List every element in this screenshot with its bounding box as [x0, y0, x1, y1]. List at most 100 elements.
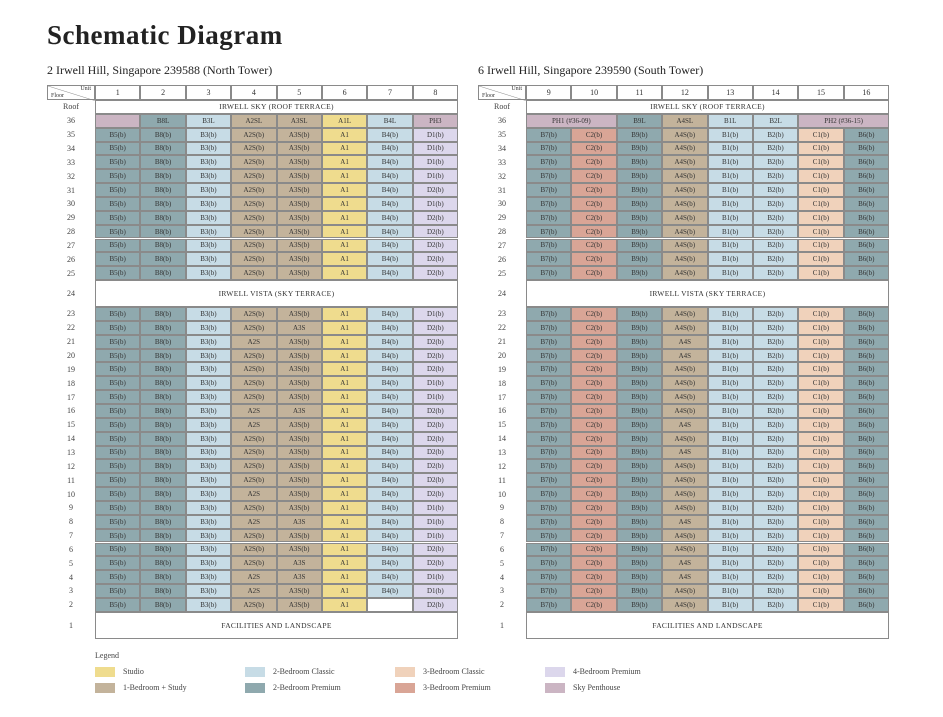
- unit-cell: B1(b): [707, 542, 753, 557]
- unit-cell: B9(b): [616, 183, 663, 197]
- floor-label: 30: [67, 199, 75, 209]
- unit-cell: B3(b): [185, 252, 232, 267]
- unit-cell: C1(b): [798, 155, 844, 170]
- unit-cell: B1(b): [707, 141, 753, 156]
- floor-label: 22: [498, 323, 506, 333]
- floor-label: 10: [67, 489, 75, 499]
- legend-label: 2-Bedroom Premium: [273, 683, 341, 692]
- unit-cell: C1(b): [798, 487, 844, 501]
- unit-cell: B8(b): [140, 155, 186, 170]
- unit-cell: A1: [321, 597, 368, 612]
- unit-cell: B7(b): [526, 196, 572, 211]
- unit-cell: B8(b): [140, 584, 186, 598]
- unit-cell: D2(b): [412, 597, 458, 612]
- unit-cell: B7(b): [526, 459, 572, 474]
- unit-cell: C1(b): [798, 570, 844, 585]
- unit-cell: B4(b): [367, 307, 413, 321]
- unit-cell: D1(b): [412, 570, 458, 585]
- unit-cell: B1(b): [707, 556, 753, 571]
- floor-label: 31: [498, 185, 506, 195]
- unit-cell: B1(b): [707, 155, 753, 170]
- unit-cell: B9(b): [616, 127, 663, 142]
- unit-cell: B4(b): [367, 404, 413, 418]
- unit-cell: B3(b): [185, 238, 232, 253]
- unit-cell: C1(b): [798, 362, 844, 377]
- unit-cell: B5(b): [95, 183, 141, 197]
- unit-cell: A2S(b): [231, 252, 277, 267]
- unit-cell: B6(b): [843, 196, 889, 211]
- unit-cell: A1: [321, 500, 368, 515]
- unit-cell: A3S(b): [276, 334, 322, 349]
- unit-cell: B8(b): [140, 390, 186, 404]
- unit-cell: B8(b): [140, 266, 186, 281]
- unit-cell: B9(b): [616, 390, 663, 404]
- unit-cell: A4S: [662, 445, 708, 460]
- unit-cell: C2(b): [571, 528, 617, 543]
- unit-cell: B2(b): [752, 390, 799, 404]
- unit-cell: B4(b): [367, 528, 413, 543]
- unit-cell: B3(b): [185, 417, 232, 432]
- legend-label: Sky Penthouse: [573, 683, 621, 692]
- unit-cell: B9(b): [616, 431, 663, 446]
- unit-cell: B4(b): [367, 141, 413, 156]
- unit-cell: C1(b): [798, 528, 844, 543]
- unit-cell: B3(b): [185, 514, 232, 529]
- unit-cell: A2S(b): [231, 376, 277, 391]
- floor-label: 35: [498, 130, 506, 140]
- unit-cell: C2(b): [571, 514, 617, 529]
- unit-cell: A4S(b): [662, 266, 708, 281]
- unit-cell: A4S(b): [662, 252, 708, 267]
- unit-cell: D2(b): [412, 210, 458, 225]
- floor-label: 12: [67, 461, 75, 471]
- unit-cell: A3SL: [276, 113, 322, 128]
- floor-label: 21: [67, 337, 75, 347]
- unit-cell: B4(b): [367, 445, 413, 460]
- unit-cell: A1: [321, 417, 368, 432]
- unit-cell: C2(b): [571, 390, 617, 404]
- unit-cell: B7(b): [526, 183, 572, 197]
- unit-cell: A2S(b): [231, 307, 277, 321]
- floor-label: 9: [500, 503, 504, 513]
- unit-cell: D1(b): [412, 196, 458, 211]
- unit-cell: A2S(b): [231, 266, 277, 281]
- unit-cell: B3(b): [185, 307, 232, 321]
- unit-cell: A1: [321, 542, 368, 557]
- unit-cell: B5(b): [95, 348, 141, 363]
- floor-label: 22: [67, 323, 75, 333]
- unit-cell: B7(b): [526, 431, 572, 446]
- unit-cell: A2S(b): [231, 500, 277, 515]
- unit-cell: B2(b): [752, 266, 799, 281]
- floor-label: 19: [498, 364, 506, 374]
- unit-cell: B7(b): [526, 514, 572, 529]
- unit-cell: D1(b): [412, 307, 458, 321]
- unit-cell: D2(b): [412, 404, 458, 418]
- unit-cell: B1(b): [707, 252, 753, 267]
- unit-cell: B3(b): [185, 196, 232, 211]
- floor-label: 34: [498, 143, 506, 153]
- unit-cell: B4(b): [367, 252, 413, 267]
- shared-floor: FACILITIES AND LANDSCAPE: [526, 611, 889, 639]
- unit-header: Unit: [80, 86, 91, 92]
- unit-cell: A3S(b): [276, 210, 322, 225]
- corner-diagonal: [479, 86, 527, 101]
- unit-cell: A4S(b): [662, 431, 708, 446]
- floor-label: 20: [67, 351, 75, 361]
- unit-cell: A3S(b): [276, 542, 322, 557]
- unit-cell: B2(b): [752, 307, 799, 321]
- unit-cell: B8(b): [140, 224, 186, 239]
- unit-cell: B2(b): [752, 141, 799, 156]
- unit-cell: B6(b): [843, 528, 889, 543]
- unit-cell: B8(b): [140, 210, 186, 225]
- unit-cell: B5(b): [95, 390, 141, 404]
- unit-cell: B2(b): [752, 556, 799, 571]
- unit-cell: B7(b): [526, 224, 572, 239]
- unit-cell: B1(b): [707, 348, 753, 363]
- unit-cell: B4(b): [367, 183, 413, 197]
- unit-cell: A4S(b): [662, 320, 708, 335]
- unit-cell: A1: [321, 266, 368, 281]
- unit-cell: B6(b): [843, 141, 889, 156]
- unit-cell: C1(b): [798, 224, 844, 239]
- unit-cell: D1(b): [412, 141, 458, 156]
- unit-cell: D2(b): [412, 542, 458, 557]
- unit-cell: B3(b): [185, 404, 232, 418]
